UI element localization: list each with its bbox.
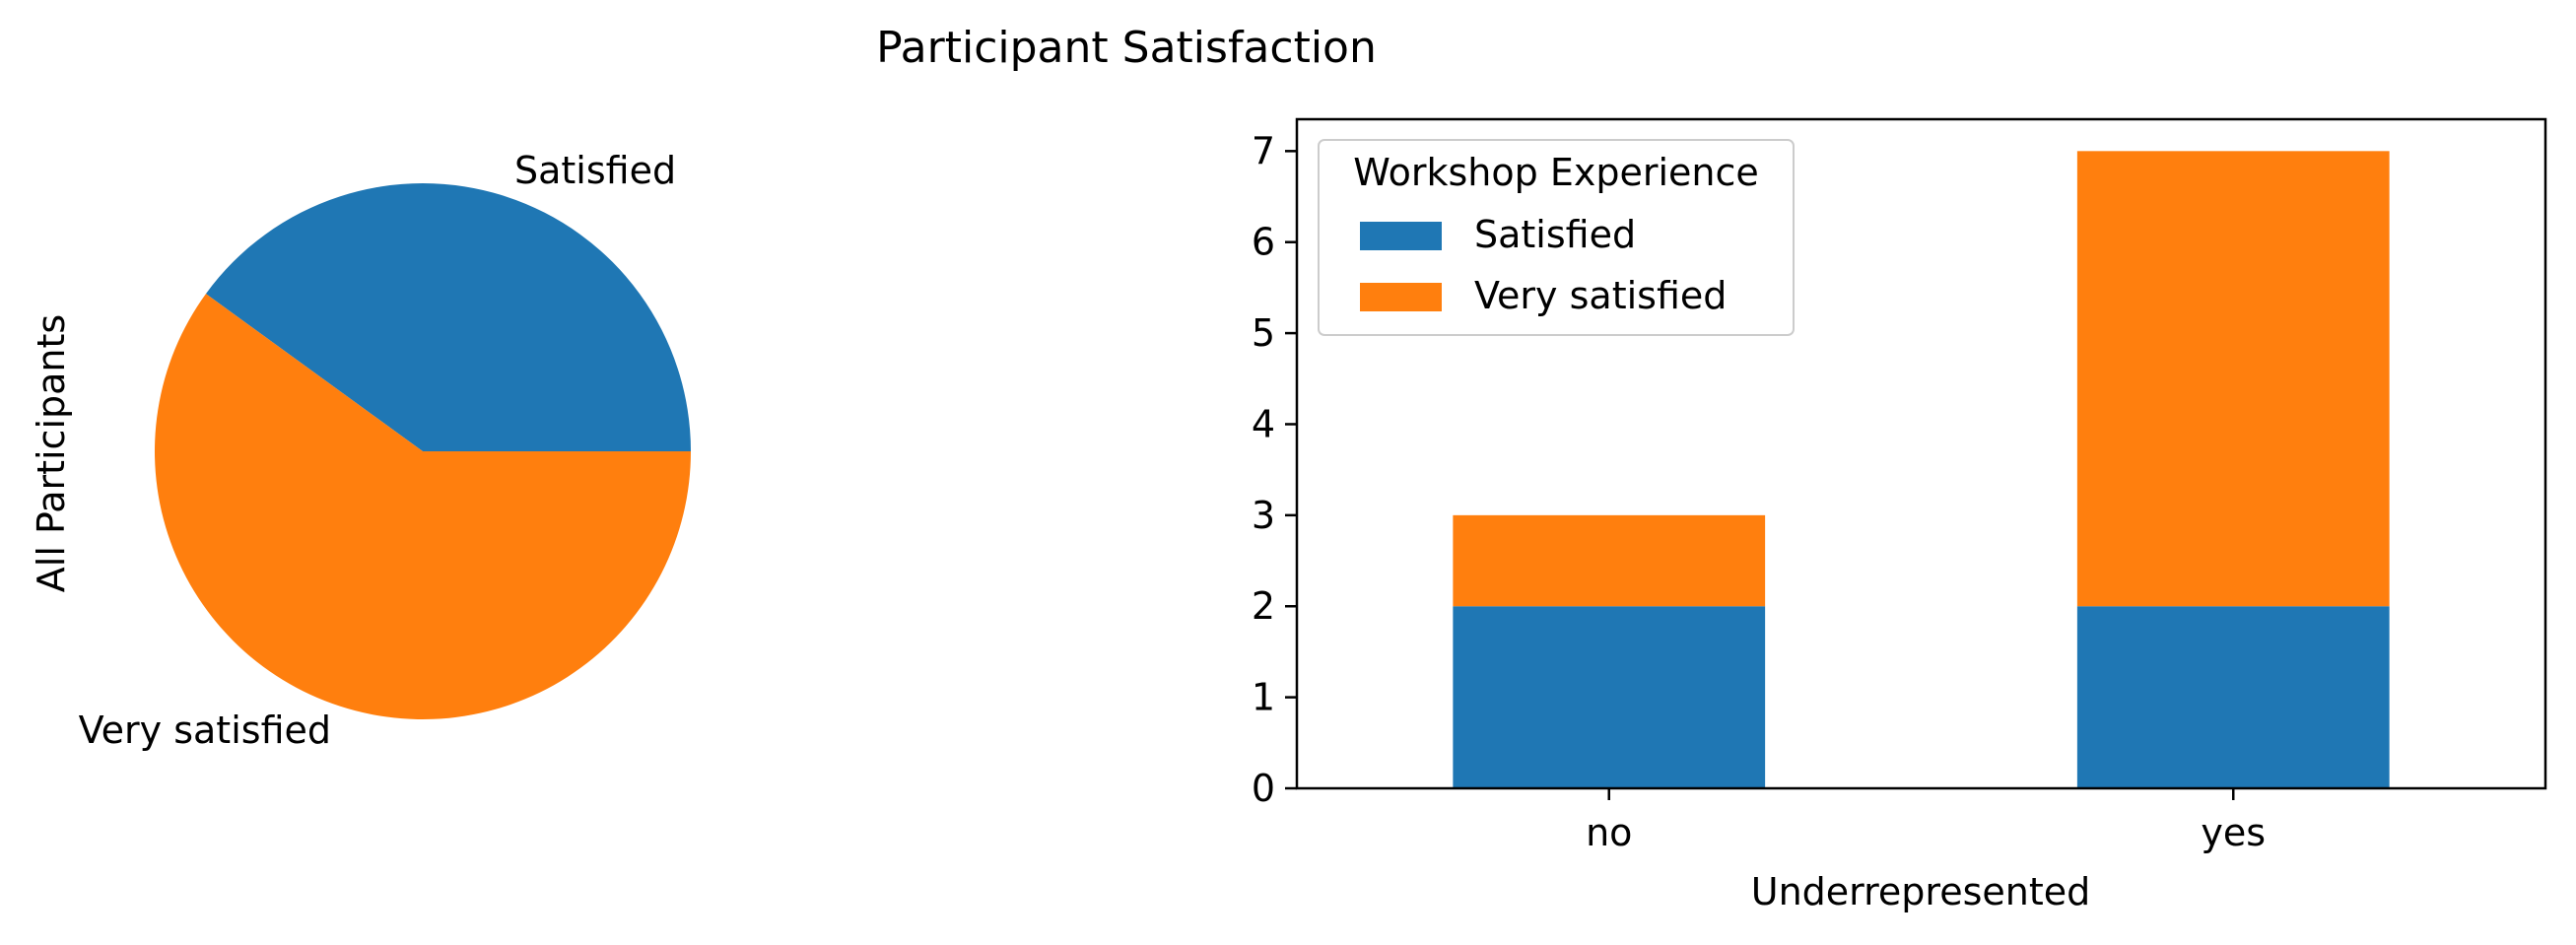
bar-chart: 0 1 2 3 4 5 6 7 no yes Underrepresented Workshop…	[1252, 117, 2547, 913]
bar-rects	[1453, 151, 2390, 788]
pie-label-satisfied: Satisfied	[514, 149, 676, 192]
y-tick-label: 3	[1252, 494, 1275, 537]
x-axis-label: Underrepresented	[1751, 870, 2090, 913]
pie-slice-satisfied	[205, 183, 691, 451]
legend: Workshop Experience Satisfied Very satis…	[1318, 139, 1795, 336]
bar-satisfied-yes	[2076, 606, 2390, 788]
figure-title: Participant Satisfaction	[876, 23, 1377, 73]
legend-label-satisfied: Satisfied	[1474, 213, 1636, 256]
legend-swatch-satisfied	[1360, 222, 1442, 250]
y-axis: 0 1 2 3 4 5 6 7	[1252, 129, 1297, 810]
x-tick-label-no: no	[1586, 811, 1632, 854]
y-tick-label: 7	[1252, 129, 1275, 172]
bar-satisfied-no	[1453, 606, 1766, 788]
y-tick-label: 0	[1252, 767, 1275, 810]
pie-ylabel: All Participants	[30, 314, 73, 592]
plot-frame	[1295, 117, 2547, 790]
legend-title: Workshop Experience	[1353, 151, 1758, 194]
y-tick-label: 4	[1252, 402, 1275, 445]
y-tick-label: 5	[1252, 311, 1275, 355]
pie-label-very-satisfied: Very satisfied	[79, 709, 331, 752]
pie-slice-very-satisfied	[155, 294, 691, 719]
legend-label-very-satisfied: Very satisfied	[1474, 274, 1727, 317]
y-tick-label: 2	[1252, 584, 1275, 628]
bar-very-satisfied-yes	[2076, 151, 2390, 607]
x-axis: no yes	[1586, 788, 2266, 854]
bar-very-satisfied-no	[1453, 514, 1766, 607]
pie-slices	[155, 183, 691, 719]
pie-chart: Satisfied Very satisfied All Participant…	[30, 149, 691, 752]
y-tick-label: 6	[1252, 221, 1275, 264]
y-tick-label: 1	[1252, 676, 1275, 719]
legend-swatch-very-satisfied	[1360, 283, 1442, 311]
x-tick-label-yes: yes	[2201, 811, 2266, 854]
